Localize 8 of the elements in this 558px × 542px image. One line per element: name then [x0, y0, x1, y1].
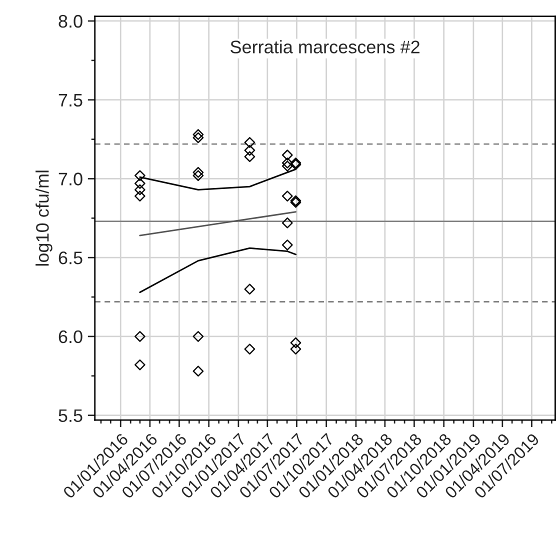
text: Serratia marcescens #2	[230, 40, 420, 54]
y-tick-label: 5.5	[58, 409, 82, 422]
y-axis-title: log10 cfu/ml	[36, 170, 52, 266]
y-tick-label: 6.5	[58, 252, 82, 264]
y-tick-label: 8.0	[58, 14, 82, 28]
y-tick-label: 7.5	[58, 94, 82, 107]
y-tick-label: 7.0	[58, 172, 82, 186]
y-tick-label: 6.0	[58, 330, 82, 344]
